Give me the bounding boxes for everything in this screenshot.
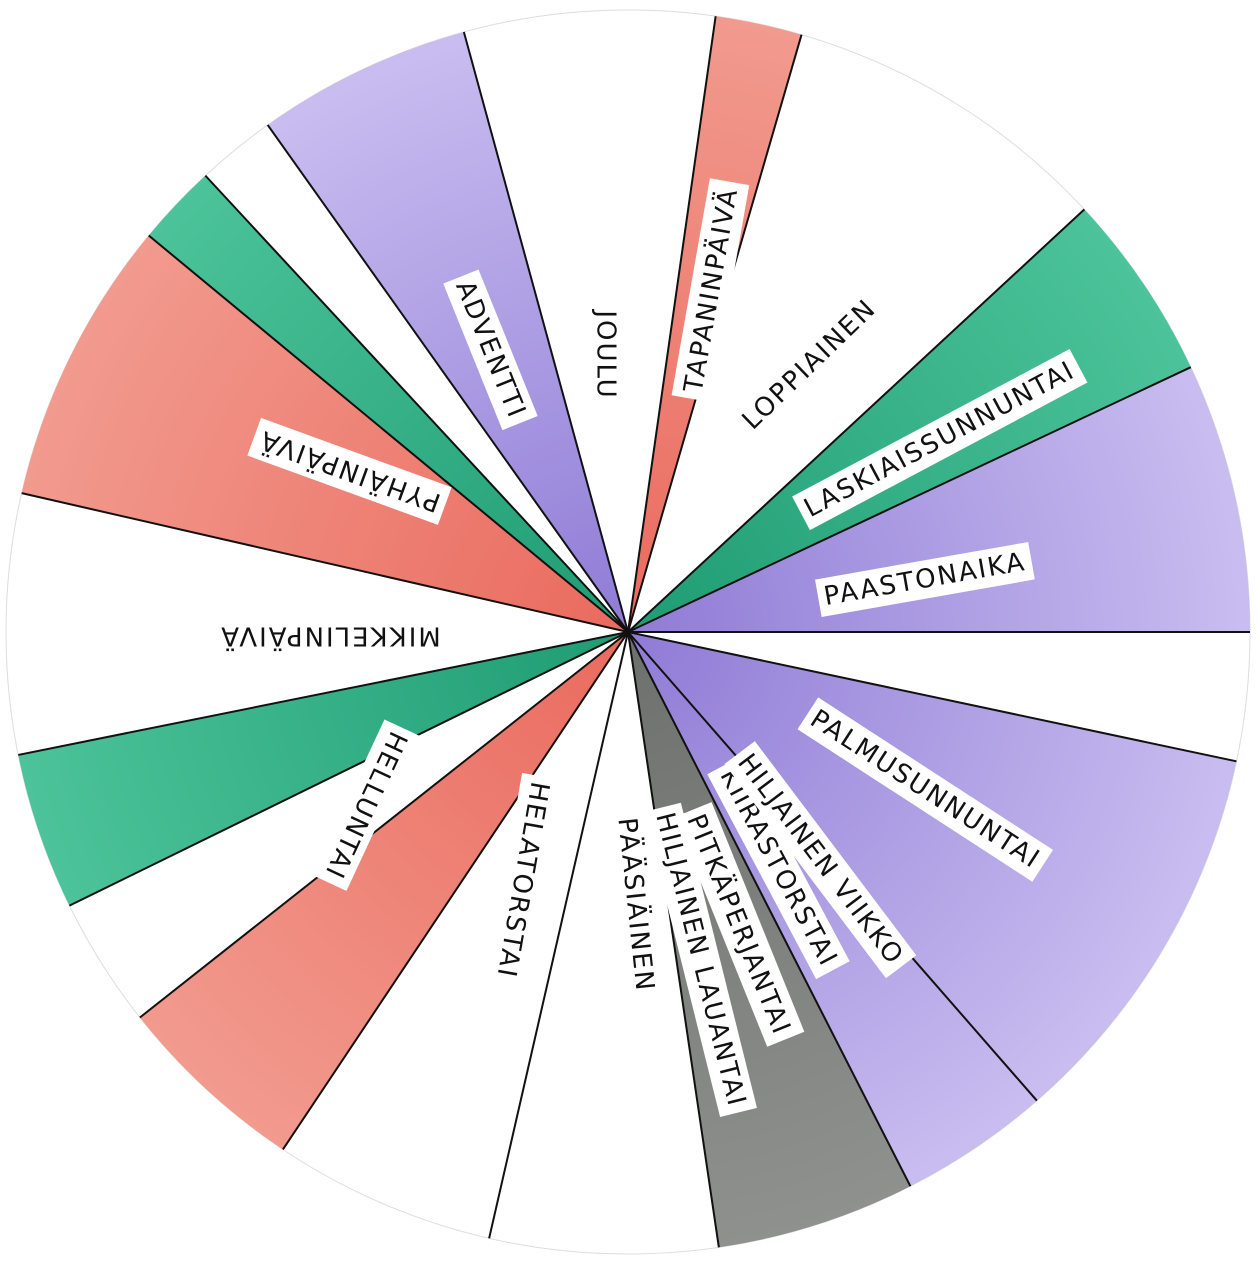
label-text: MIKKELINPÄIVÄ [219, 621, 441, 653]
divider [627, 208, 1086, 633]
sector [139, 632, 629, 1150]
divider [266, 124, 629, 633]
label-background [792, 349, 1088, 531]
divider [462, 31, 629, 633]
divider [627, 631, 720, 1248]
sector [21, 235, 628, 632]
divider [148, 234, 629, 633]
sector [18, 632, 629, 906]
label-background [586, 302, 625, 406]
sector [628, 367, 1250, 632]
label: MIKKELINPÄIVÄ [213, 616, 447, 657]
label-background [443, 269, 538, 431]
label-background [815, 542, 1035, 618]
divider [282, 631, 629, 1151]
divider [488, 631, 629, 1239]
divider [627, 366, 1192, 633]
divider [21, 492, 629, 633]
label-background [644, 802, 757, 1118]
label-background [312, 719, 419, 891]
label-text: JOULU [591, 308, 621, 399]
label-background [674, 802, 805, 1047]
label-background [707, 756, 850, 980]
sector [628, 209, 1191, 632]
label-background [724, 741, 917, 979]
label-background [606, 809, 667, 1001]
label: JOULU [586, 302, 625, 406]
divider [18, 631, 629, 756]
label-background [213, 616, 447, 657]
label-background [485, 772, 560, 988]
sector [628, 632, 911, 1248]
divider [627, 631, 1237, 763]
label-background [797, 697, 1054, 882]
divider [627, 631, 912, 1187]
divider [204, 174, 629, 633]
label-background [247, 417, 452, 525]
label-background [729, 286, 890, 443]
label-background [671, 178, 750, 403]
divider [139, 631, 629, 1019]
sector [628, 632, 1237, 1187]
divider [627, 16, 717, 633]
sector [267, 32, 628, 632]
sectors [5, 9, 1251, 1255]
sector [148, 175, 628, 632]
divider [68, 631, 629, 907]
